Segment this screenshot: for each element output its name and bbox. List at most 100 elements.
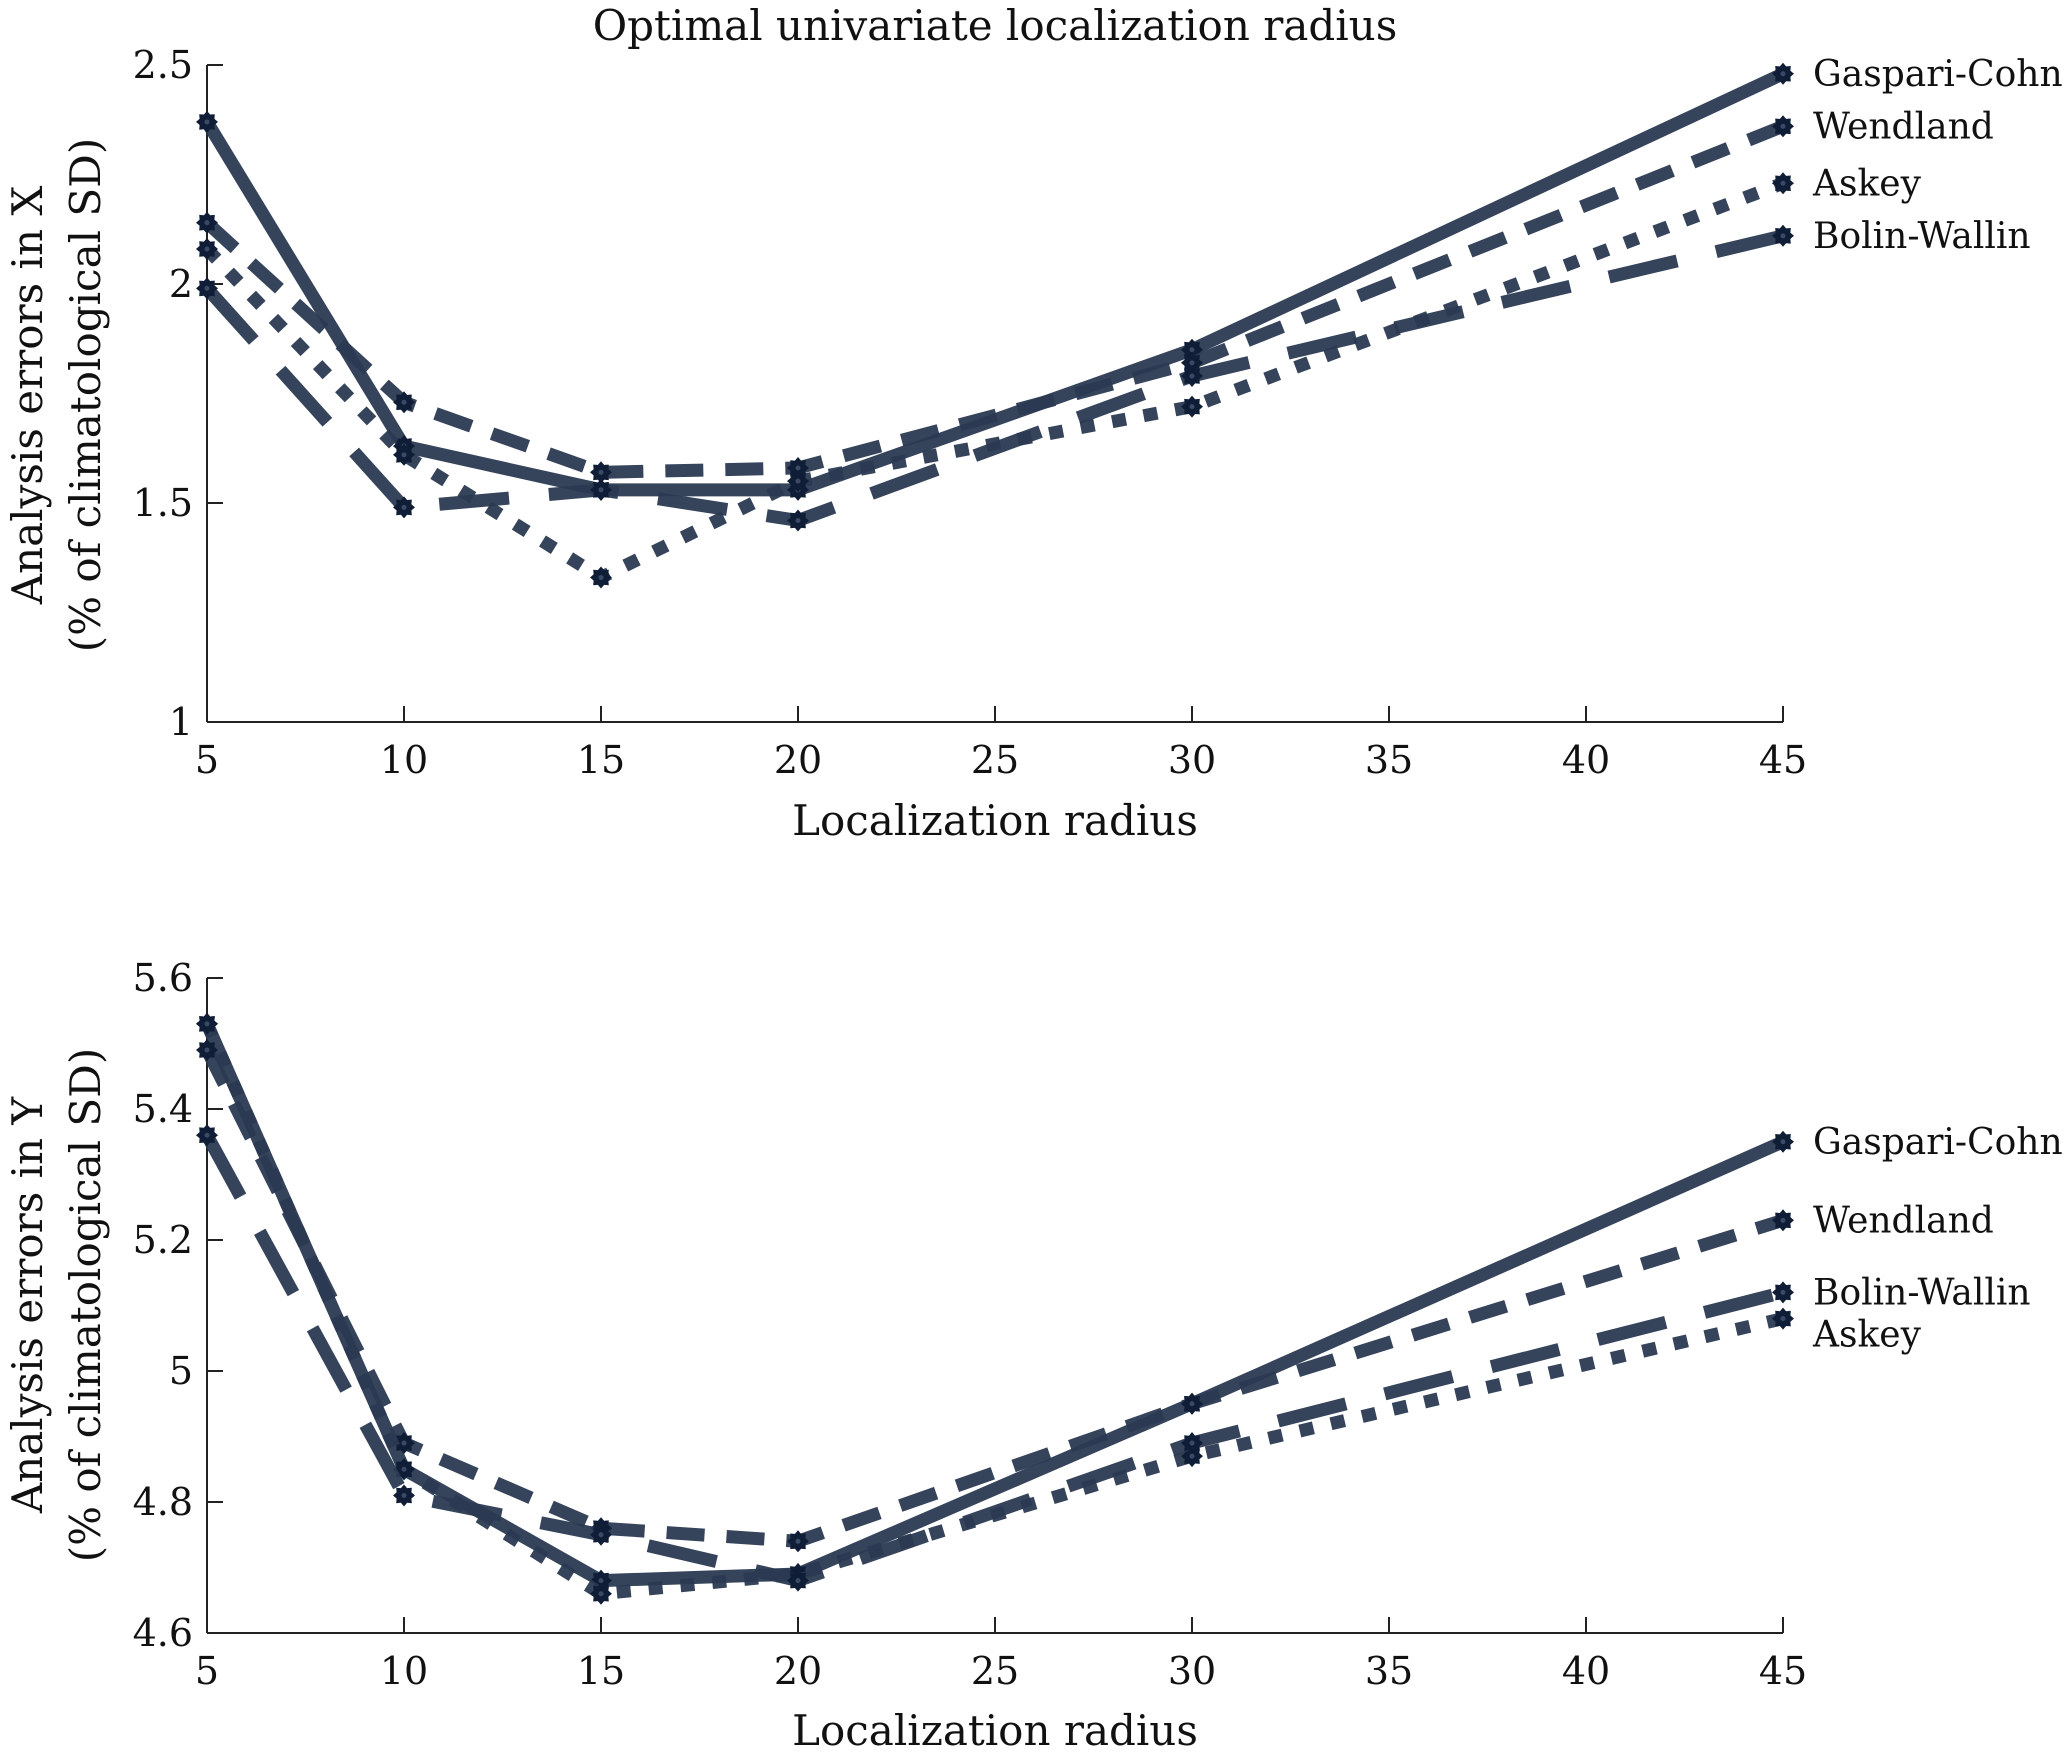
data-point-wendland-marker [787, 1530, 809, 1553]
y-tick-label: 2 [169, 262, 193, 306]
y-tick-label: 5.4 [133, 1087, 193, 1131]
legend-label-bolin-wallin: Bolin-Wallin [1813, 216, 2031, 257]
x-tick-label: 15 [577, 738, 625, 782]
x-tick-label: 25 [971, 738, 1019, 782]
x-tick-label: 35 [1365, 738, 1413, 782]
x-tick-label: 5 [195, 738, 219, 782]
data-point-bolin-wallin-marker [1181, 365, 1203, 387]
series-group [196, 62, 1794, 589]
x-tick-label: 45 [1759, 738, 1807, 782]
x-tick-label: 15 [577, 1649, 625, 1693]
y-tick-label: 4.6 [133, 1611, 193, 1655]
x-tick-label: 20 [774, 738, 822, 782]
data-point-wendland-marker [1772, 115, 1794, 138]
y-axis-title: Analysis errors in X (% of climatologica… [3, 138, 110, 652]
x-tick-label: 40 [1562, 1649, 1610, 1693]
data-point-askey-marker [590, 566, 612, 589]
legend-label-wendland: Wendland [1813, 1200, 1994, 1241]
x-tick-label: 30 [1168, 1649, 1216, 1693]
data-point-bolin-wallin-marker [787, 1569, 809, 1592]
data-point-askey-marker [196, 1012, 218, 1035]
data-point-wendland-marker [196, 211, 218, 234]
series-askey [196, 172, 1794, 589]
x-axis-title: Localization radius [792, 1706, 1198, 1755]
series-line-wendland [202, 120, 1786, 479]
axes: 5 10 15 20 25 30 35 40 45 1 1.5 2 2.5 [133, 43, 1808, 782]
data-point-wendland-marker [1772, 1209, 1794, 1232]
data-point-bolin-wallin-marker [1772, 1281, 1794, 1304]
y-tick-label: 1.5 [133, 481, 193, 525]
top-panel-x-errors: Optimal univariate localization radius A… [3, 1, 2063, 845]
data-point-gaspari-cohn-marker [1772, 1130, 1794, 1153]
x-tick-label: 20 [774, 1649, 822, 1693]
legend: Gaspari-Cohn Wendland Askey Bolin-Wallin [1812, 54, 2063, 257]
data-point-askey-marker [1772, 172, 1794, 195]
series-line-askey [202, 177, 1786, 584]
y-axis-title: Analysis errors in Y (% of climatologica… [3, 1048, 110, 1562]
series-group [196, 1012, 1794, 1605]
series-line-gaspari-cohn [201, 1021, 1786, 1588]
series-line-gaspari-cohn [201, 67, 1786, 497]
series-wendland [196, 115, 1794, 484]
data-point-wendland-marker [590, 461, 612, 484]
y-axis-title-line2: (% of climatological SD) [61, 138, 110, 652]
data-point-bolin-wallin-marker [393, 1484, 415, 1507]
data-point-bolin-wallin-marker [1181, 1432, 1203, 1454]
series-wendland [196, 1039, 1794, 1553]
series-line-bolin-wallin [202, 229, 1785, 527]
y-tick-label: 2.5 [133, 43, 193, 87]
x-axis-title: Localization radius [792, 796, 1198, 845]
y-tick-label: 5.6 [133, 956, 193, 1000]
data-point-bolin-wallin-marker [787, 509, 809, 532]
y-axis-title-line2: (% of climatological SD) [61, 1048, 110, 1562]
data-point-bolin-wallin-marker [590, 478, 612, 501]
data-point-wendland-marker [393, 391, 415, 414]
y-tick-label: 5 [169, 1349, 193, 1393]
data-point-gaspari-cohn-marker [1772, 62, 1794, 85]
bottom-panel-y-errors: Analysis errors in Y (% of climatologica… [3, 956, 2063, 1755]
x-tick-label: 25 [971, 1649, 1019, 1693]
data-point-bolin-wallin-marker [590, 1523, 612, 1546]
data-point-gaspari-cohn-marker [196, 110, 218, 133]
chart-title: Optimal univariate localization radius [593, 1, 1398, 50]
data-point-askey-marker [1181, 395, 1203, 418]
legend-label-wendland: Wendland [1813, 106, 1994, 147]
y-tick-label: 5.2 [133, 1218, 193, 1262]
y-axis-title-line1: Analysis errors in Y [3, 1096, 52, 1515]
data-point-wendland-marker [393, 1432, 415, 1454]
series-line-bolin-wallin [201, 1132, 1785, 1588]
data-point-bolin-wallin-marker [196, 277, 218, 300]
data-point-askey-marker [1772, 1307, 1794, 1330]
x-tick-label: 5 [195, 1649, 219, 1693]
series-gaspari-cohn [196, 62, 1794, 501]
series-bolin-wallin [196, 1124, 1794, 1592]
x-tick-label: 10 [380, 738, 428, 782]
data-point-askey-marker [196, 238, 218, 260]
data-point-askey-marker [393, 443, 415, 466]
series-bolin-wallin [196, 224, 1794, 532]
data-point-bolin-wallin-marker [196, 1124, 218, 1147]
y-tick-label: 4.8 [133, 1480, 193, 1524]
data-point-wendland-marker [1181, 1392, 1203, 1415]
legend-label-askey: Askey [1812, 163, 1922, 204]
series-line-wendland [201, 1047, 1785, 1548]
data-point-bolin-wallin-marker [1772, 224, 1794, 247]
x-tick-label: 35 [1365, 1649, 1413, 1693]
data-point-bolin-wallin-marker [393, 496, 415, 519]
legend-label-gaspari-cohn: Gaspari-Cohn [1813, 54, 2063, 95]
legend-label-gaspari-cohn: Gaspari-Cohn [1813, 1122, 2063, 1163]
x-tick-label: 30 [1168, 738, 1216, 782]
x-tick-label: 45 [1759, 1649, 1807, 1693]
y-axis-title-line1: Analysis errors in X [3, 186, 52, 606]
data-point-wendland-marker [196, 1039, 218, 1061]
x-tick-label: 10 [380, 1649, 428, 1693]
axes: 5 10 15 20 25 30 35 40 45 4.6 4.8 5 5.2 5.4 5.6 [133, 956, 1808, 1693]
legend-label-bolin-wallin: Bolin-Wallin [1813, 1272, 2031, 1313]
y-tick-label: 1 [169, 700, 193, 744]
data-point-askey-marker [787, 470, 809, 493]
legend-label-askey: Askey [1812, 1314, 1922, 1355]
x-tick-label: 40 [1562, 738, 1610, 782]
data-point-askey-marker [590, 1582, 612, 1605]
